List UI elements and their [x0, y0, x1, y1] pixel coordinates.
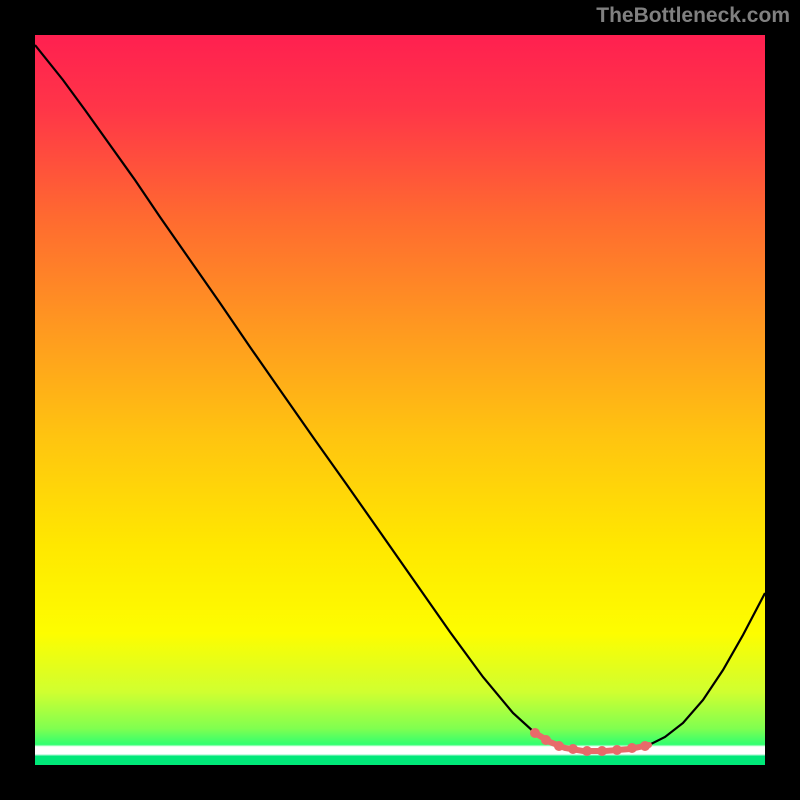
watermark-text: TheBottleneck.com	[596, 4, 790, 28]
chart-container	[35, 35, 765, 765]
gradient-background	[35, 35, 765, 765]
chart-svg	[35, 35, 765, 765]
